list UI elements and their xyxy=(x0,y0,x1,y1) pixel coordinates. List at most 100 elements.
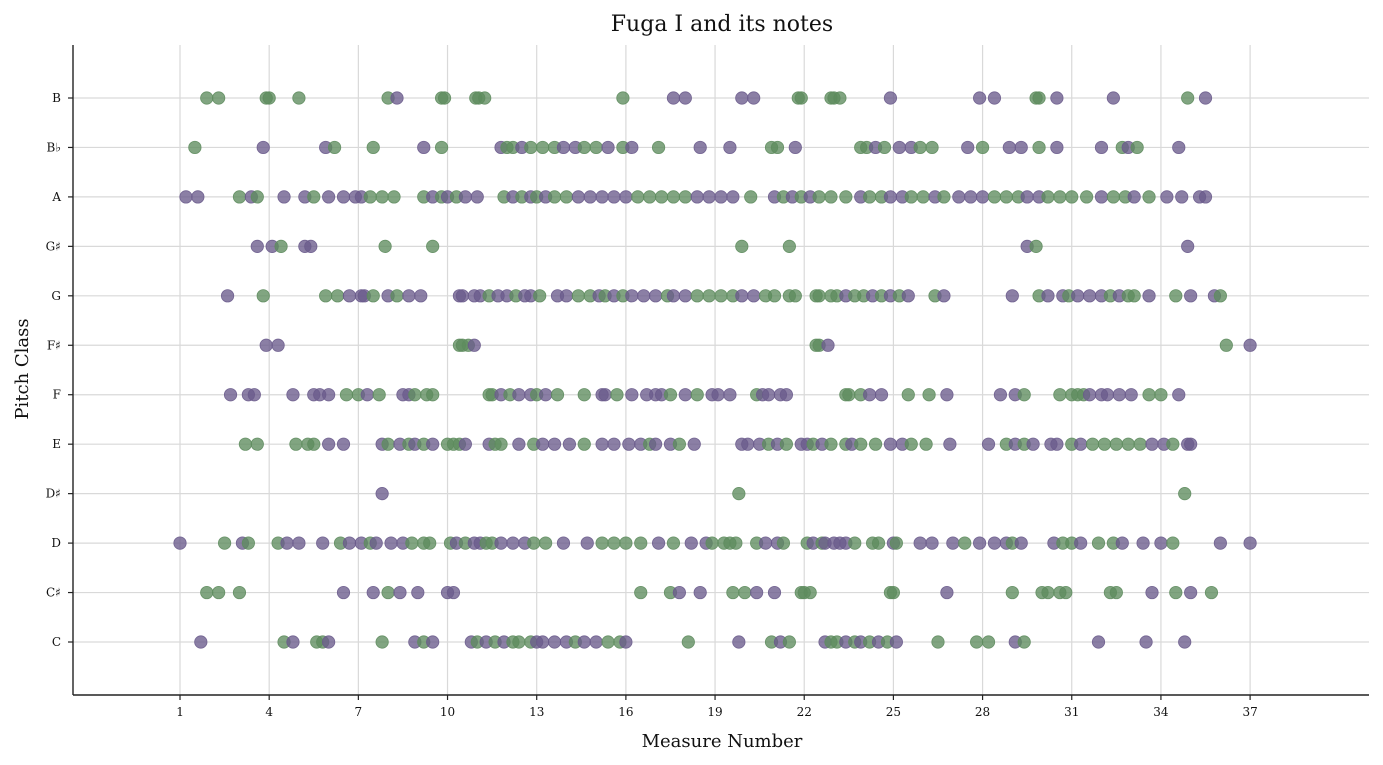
note-point xyxy=(981,635,996,649)
note-point xyxy=(803,585,817,600)
note-point xyxy=(381,585,395,600)
note-point xyxy=(1139,635,1153,649)
note-point xyxy=(512,635,526,649)
note-point xyxy=(619,635,633,649)
note-point xyxy=(1020,190,1034,204)
note-point xyxy=(381,437,395,451)
note-point xyxy=(726,190,740,204)
note-point xyxy=(342,289,357,303)
note-point xyxy=(393,585,407,600)
note-point xyxy=(961,140,975,155)
note-point xyxy=(758,536,773,550)
note-point xyxy=(271,338,285,352)
note-point xyxy=(637,289,651,303)
note-point xyxy=(577,635,591,649)
x-tick-label: 25 xyxy=(886,705,901,719)
note-point xyxy=(649,289,663,303)
note-point xyxy=(684,536,698,550)
note-point xyxy=(1050,140,1064,155)
note-point xyxy=(232,190,247,204)
note-point xyxy=(1198,91,1213,105)
note-point xyxy=(446,585,461,600)
note-point xyxy=(868,437,883,451)
note-point xyxy=(336,437,351,451)
note-point xyxy=(223,388,238,402)
note-point xyxy=(524,140,538,155)
note-point xyxy=(402,289,416,303)
note-point xyxy=(191,190,205,204)
note-point xyxy=(595,536,609,550)
note-point xyxy=(711,388,725,402)
note-point xyxy=(678,289,692,303)
note-point xyxy=(179,190,193,204)
note-point xyxy=(250,437,264,451)
note-point xyxy=(536,140,550,155)
note-point xyxy=(735,239,749,253)
note-point xyxy=(1175,190,1189,204)
note-point xyxy=(277,190,291,204)
note-point xyxy=(940,585,954,600)
note-point xyxy=(378,239,392,253)
note-point xyxy=(943,437,957,451)
note-point xyxy=(1106,190,1120,204)
note-point xyxy=(1080,190,1094,204)
note-point xyxy=(821,338,835,352)
note-point xyxy=(360,388,374,402)
note-point xyxy=(458,437,472,451)
note-point xyxy=(794,91,808,105)
note-point xyxy=(1002,140,1016,155)
note-point xyxy=(619,536,633,550)
note-point xyxy=(889,635,903,649)
note-point xyxy=(886,585,901,600)
note-point xyxy=(776,536,791,550)
note-point xyxy=(973,536,987,550)
note-point xyxy=(1074,536,1088,550)
note-point xyxy=(1142,388,1156,402)
note-point xyxy=(577,437,591,451)
note-point xyxy=(1160,190,1174,204)
note-point xyxy=(744,190,758,204)
note-point xyxy=(607,190,621,204)
y-tick-label: G♯ xyxy=(46,239,61,253)
note-point xyxy=(714,289,728,303)
note-point xyxy=(1127,190,1141,204)
x-tick-label: 19 xyxy=(707,705,722,719)
note-point xyxy=(925,140,939,155)
note-point xyxy=(1041,585,1055,600)
note-point xyxy=(1172,140,1186,155)
note-point xyxy=(750,585,764,600)
x-tick-label: 1 xyxy=(176,705,184,719)
note-point xyxy=(672,437,686,451)
note-point xyxy=(256,140,270,155)
note-point xyxy=(262,91,276,105)
note-point xyxy=(625,388,639,402)
note-point xyxy=(550,388,565,402)
note-point xyxy=(788,140,802,155)
note-point xyxy=(681,635,695,649)
note-point xyxy=(690,190,704,204)
note-point xyxy=(369,536,383,550)
note-point xyxy=(547,635,562,649)
note-point xyxy=(987,536,1002,550)
note-point xyxy=(883,91,898,105)
note-point xyxy=(1172,388,1186,402)
note-point xyxy=(732,635,746,649)
note-point xyxy=(607,536,621,550)
note-point xyxy=(1219,338,1233,352)
note-point xyxy=(1243,338,1257,352)
note-point xyxy=(414,289,428,303)
note-point xyxy=(322,437,336,451)
note-point xyxy=(559,190,574,204)
note-point xyxy=(625,140,639,155)
note-point xyxy=(958,536,972,550)
y-tick-label: A xyxy=(51,190,61,204)
y-axis-label: Pitch Class xyxy=(12,318,33,419)
note-point xyxy=(812,190,826,204)
note-point xyxy=(616,91,630,105)
note-point xyxy=(767,289,782,303)
note-point xyxy=(250,239,264,253)
note-point xyxy=(1124,388,1138,402)
note-point xyxy=(729,536,743,550)
note-point xyxy=(1243,536,1257,550)
